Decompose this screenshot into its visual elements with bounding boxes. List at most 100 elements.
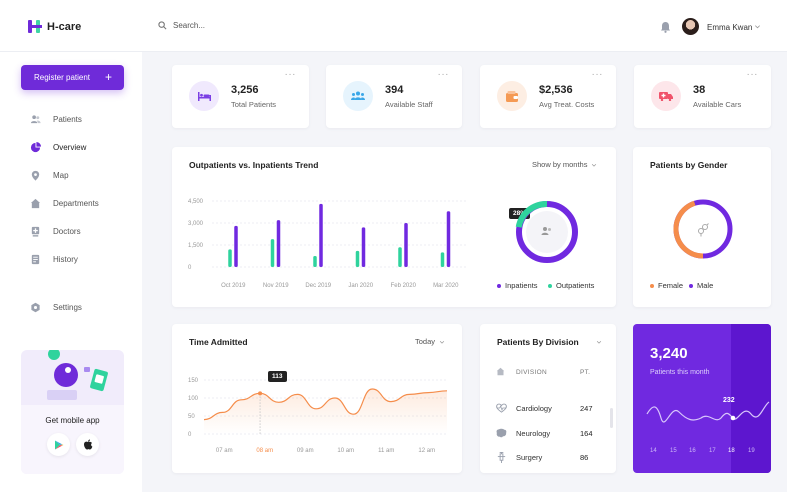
sidebar-item-settings[interactable]: Settings bbox=[30, 302, 82, 313]
bar-inpatients[interactable] bbox=[361, 227, 366, 267]
avatar[interactable] bbox=[682, 18, 699, 35]
day-label[interactable]: 15 bbox=[670, 448, 677, 454]
division-row-cardiology[interactable]: Cardiology 247 bbox=[480, 399, 608, 419]
show-by-months-dropdown[interactable]: Show by months bbox=[532, 160, 597, 169]
legend-outpatients: Outpatients bbox=[548, 281, 594, 290]
sidebar-item-doctors[interactable]: Doctors bbox=[30, 226, 81, 237]
division-label: Neurology bbox=[516, 429, 551, 438]
gear-icon bbox=[31, 302, 40, 313]
more-icon[interactable]: ··· bbox=[437, 69, 449, 80]
stat-value: 38 bbox=[693, 84, 706, 96]
x-tick-label: 11 am bbox=[378, 448, 394, 454]
stat-card-available-cars[interactable]: 38 Available Cars ··· bbox=[634, 65, 771, 128]
sidebar-item-departments[interactable]: Departments bbox=[30, 198, 99, 209]
search-bar[interactable]: Search... bbox=[158, 21, 205, 30]
promo-footer bbox=[21, 405, 124, 474]
bar-inpatients[interactable] bbox=[404, 223, 408, 267]
day-label[interactable]: 14 bbox=[650, 448, 657, 454]
stat-card-total-patients[interactable]: 3,256 Total Patients ··· bbox=[172, 65, 309, 128]
sidebar-item-label: Patients bbox=[53, 115, 82, 124]
search-input[interactable]: Search... bbox=[173, 21, 206, 30]
day-label[interactable]: 17 bbox=[709, 448, 716, 454]
legend-label: Male bbox=[697, 281, 714, 290]
gender-icon bbox=[698, 223, 709, 237]
filter-label: Today bbox=[415, 337, 436, 346]
y-tick-label: 1,500 bbox=[188, 243, 204, 249]
more-icon[interactable]: ··· bbox=[591, 69, 603, 80]
chevron-down-icon bbox=[439, 340, 445, 344]
x-tick-label: Mar 2020 bbox=[433, 283, 459, 289]
x-tick-label: Oct 2019 bbox=[221, 283, 246, 289]
legend-label: Inpatients bbox=[505, 281, 538, 290]
brain-icon bbox=[496, 428, 507, 438]
bar-outpatients[interactable] bbox=[313, 256, 317, 267]
patients-this-month-card[interactable]: 3,240 Patients this month 232 14 15 16 1… bbox=[633, 324, 771, 473]
month-sparkline bbox=[646, 401, 770, 423]
legend-male: Male bbox=[689, 281, 713, 290]
chevron-down-icon[interactable] bbox=[754, 23, 761, 30]
more-icon[interactable]: ··· bbox=[284, 69, 296, 80]
legend-female: Female bbox=[650, 281, 683, 290]
today-dropdown[interactable]: Today bbox=[415, 337, 445, 346]
sidebar-item-history[interactable]: History bbox=[30, 254, 78, 265]
day-label[interactable]: 19 bbox=[748, 448, 755, 454]
x-tick-label: 08 am bbox=[256, 448, 273, 454]
heart-pulse-icon bbox=[496, 403, 507, 413]
sidebar-item-patients[interactable]: Patients bbox=[30, 114, 82, 125]
month-badge: 232 bbox=[723, 397, 735, 404]
month-value: 3,240 bbox=[650, 345, 688, 362]
bar-inpatients[interactable] bbox=[234, 225, 238, 267]
bell-icon[interactable] bbox=[660, 21, 671, 33]
ambulance-icon bbox=[651, 81, 681, 111]
syringe-icon bbox=[497, 452, 506, 463]
google-play-button[interactable] bbox=[47, 433, 70, 456]
time-admitted-chart: 150 100 50 0 07 am 08 am 09 am 10 am 11 am 12 am bbox=[188, 378, 448, 454]
sidebar: Register patient + Patients Overview Map… bbox=[0, 52, 142, 492]
home-icon bbox=[496, 367, 505, 376]
stat-card-available-staff[interactable]: 394 Available Staff ··· bbox=[326, 65, 462, 128]
stat-value: 394 bbox=[385, 84, 404, 96]
user-name[interactable]: Emma Kwan bbox=[707, 23, 753, 32]
stat-label: Available Cars bbox=[693, 100, 742, 109]
day-label[interactable]: 16 bbox=[689, 448, 696, 454]
area-fill bbox=[204, 389, 447, 434]
sidebar-item-label: Doctors bbox=[53, 227, 81, 236]
chevron-down-icon[interactable] bbox=[596, 339, 602, 345]
x-tick-label: Nov 2019 bbox=[263, 283, 289, 289]
chevron-down-icon bbox=[592, 163, 597, 167]
stat-card-avg-costs[interactable]: $2,536 Avg Treat. Costs ··· bbox=[480, 65, 616, 128]
register-patient-button[interactable]: Register patient + bbox=[21, 65, 124, 90]
more-icon[interactable]: ··· bbox=[746, 69, 758, 80]
trend-card: Outpatients vs. Inpatients Trend Show by… bbox=[172, 147, 616, 307]
bar-outpatients[interactable] bbox=[398, 247, 402, 267]
logo[interactable]: H-care bbox=[28, 20, 81, 33]
scrollbar[interactable] bbox=[610, 408, 613, 428]
logo-icon bbox=[28, 20, 42, 33]
division-row-surgery[interactable]: Surgery 86 bbox=[480, 448, 608, 468]
bar-outpatients[interactable] bbox=[270, 239, 275, 267]
time-admitted-card: Time Admitted Today 150 100 50 0 07 am 08 am 0… bbox=[172, 324, 462, 473]
register-patient-label: Register patient bbox=[34, 73, 91, 82]
highlight-point[interactable] bbox=[258, 391, 263, 396]
card-title: Time Admitted bbox=[189, 337, 248, 347]
x-tick-label: 09 am bbox=[297, 448, 314, 454]
bar-outpatients[interactable] bbox=[440, 252, 445, 267]
stat-value: 3,256 bbox=[231, 84, 259, 96]
x-tick-label: Dec 2019 bbox=[305, 283, 331, 289]
bar-outpatients[interactable] bbox=[355, 250, 360, 267]
bar-inpatients[interactable] bbox=[319, 203, 323, 267]
day-label-active[interactable]: 18 bbox=[728, 448, 735, 454]
division-count: 247 bbox=[580, 404, 593, 413]
bar-inpatients[interactable] bbox=[276, 220, 281, 267]
sidebar-item-label: Settings bbox=[53, 303, 82, 312]
sidebar-item-map[interactable]: Map bbox=[30, 170, 69, 181]
bar-inpatients[interactable] bbox=[446, 211, 451, 267]
division-row-neurology[interactable]: Neurology 164 bbox=[480, 424, 608, 444]
bar-outpatients[interactable] bbox=[228, 249, 232, 267]
stat-label: Total Patients bbox=[231, 100, 277, 109]
home-icon bbox=[30, 198, 41, 209]
sidebar-item-overview[interactable]: Overview bbox=[30, 142, 86, 153]
users-icon bbox=[30, 115, 41, 124]
top-bar: H-care Search... Emma Kwan bbox=[0, 0, 787, 52]
app-store-button[interactable] bbox=[76, 433, 99, 456]
